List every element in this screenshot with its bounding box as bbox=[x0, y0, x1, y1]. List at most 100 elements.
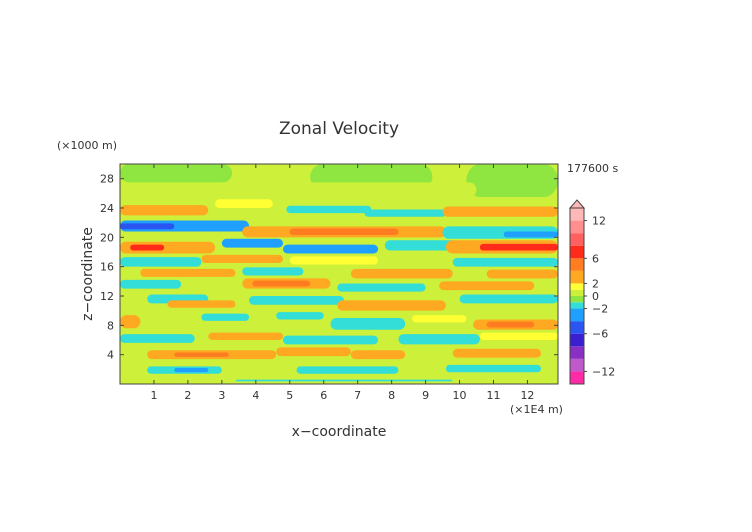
colorbar-swatch bbox=[570, 233, 584, 246]
contour-band bbox=[120, 334, 195, 343]
contour-band bbox=[120, 164, 558, 384]
y-ticks: 4 8 12 16 20 24 28 bbox=[100, 173, 558, 362]
contour-band bbox=[120, 381, 558, 384]
contour-band bbox=[486, 269, 558, 279]
contour-band bbox=[242, 267, 304, 276]
x-tick-label: 5 bbox=[286, 389, 293, 402]
contour-band bbox=[337, 300, 446, 311]
colorbar-label: −12 bbox=[592, 365, 615, 378]
colorbar-swatch bbox=[570, 308, 584, 322]
colorbar-label: 2 bbox=[592, 277, 599, 290]
colorbar-swatch bbox=[570, 302, 584, 309]
x-tick-label: 10 bbox=[453, 389, 467, 402]
time-label: 177600 s bbox=[567, 162, 618, 175]
colorbar-swatch bbox=[570, 321, 584, 334]
x-unit-label: (×1E4 m) bbox=[510, 403, 563, 416]
colorbar-swatch bbox=[570, 283, 584, 290]
contour-band bbox=[350, 268, 453, 279]
x-axis-label: x−coordinate bbox=[292, 424, 387, 440]
contour-band bbox=[439, 281, 535, 291]
contour-band bbox=[174, 367, 209, 373]
x-tick-label: 7 bbox=[354, 389, 361, 402]
contour-band bbox=[272, 182, 477, 197]
contour-band bbox=[120, 257, 202, 267]
y-tick-label: 24 bbox=[100, 202, 114, 215]
colorbar-overflow-arrow bbox=[568, 199, 586, 209]
contour-band bbox=[282, 244, 379, 254]
contour-band bbox=[174, 352, 229, 357]
x-tick-label: 1 bbox=[150, 389, 157, 402]
contour-band bbox=[459, 294, 558, 304]
contour-band bbox=[445, 364, 542, 373]
y-tick-label: 12 bbox=[100, 290, 114, 303]
contour-band bbox=[130, 244, 165, 251]
contour-band bbox=[120, 223, 175, 230]
y-axis-label: z−coordinate bbox=[80, 227, 96, 321]
contour-band bbox=[252, 280, 311, 287]
contour-band bbox=[442, 206, 558, 217]
x-tick-label: 11 bbox=[486, 389, 500, 402]
contour-band bbox=[215, 199, 273, 208]
contour-band bbox=[201, 313, 250, 321]
colorbar-label: 0 bbox=[592, 290, 599, 303]
contour-band bbox=[120, 279, 182, 289]
contour-band bbox=[452, 257, 558, 267]
contour-band bbox=[120, 164, 233, 183]
x-tick-label: 4 bbox=[252, 389, 259, 402]
contour-band bbox=[286, 205, 372, 214]
colorbar-swatch bbox=[570, 220, 584, 234]
y-tick-label: 28 bbox=[100, 173, 114, 186]
contour-band bbox=[276, 347, 351, 357]
contour-band bbox=[140, 268, 236, 277]
contour-band bbox=[120, 315, 141, 329]
contour-band bbox=[330, 318, 406, 330]
contour-band bbox=[384, 240, 460, 251]
x-tick-label: 3 bbox=[218, 389, 225, 402]
colorbar-swatch bbox=[570, 289, 584, 296]
colorbar-label: −6 bbox=[592, 328, 608, 341]
contour-band bbox=[289, 228, 399, 236]
colorbar-label: 12 bbox=[592, 215, 606, 228]
x-tick-label: 9 bbox=[422, 389, 429, 402]
contour-band bbox=[452, 348, 542, 358]
contour-band bbox=[201, 254, 283, 263]
colorbar-swatch bbox=[570, 346, 584, 359]
x-tick-label: 6 bbox=[320, 389, 327, 402]
contour-band bbox=[466, 164, 558, 197]
y-tick-label: 4 bbox=[107, 349, 114, 362]
colorbar-swatch bbox=[570, 296, 584, 303]
contour-band bbox=[221, 238, 283, 248]
contour-band bbox=[503, 231, 558, 238]
y-unit-label: (×1000 m) bbox=[57, 139, 117, 152]
contour-fill bbox=[120, 164, 558, 384]
colorbar-swatch bbox=[570, 245, 584, 259]
colorbar-label: −2 bbox=[592, 303, 608, 316]
contour-band bbox=[486, 321, 535, 328]
chart-title: Zonal Velocity bbox=[279, 119, 399, 139]
colorbar-label: 6 bbox=[592, 252, 599, 265]
colorbar-swatch bbox=[570, 358, 584, 372]
contour-band bbox=[232, 164, 311, 175]
colorbar: 12 6 20−2 −6 −12 bbox=[568, 199, 615, 385]
contour-band bbox=[120, 205, 209, 216]
contour-band bbox=[167, 300, 236, 308]
contour-band bbox=[412, 315, 467, 323]
contour-band bbox=[282, 335, 379, 345]
colorbar-swatch bbox=[570, 270, 584, 284]
colorbar-swatch bbox=[570, 371, 584, 384]
contour-band bbox=[364, 209, 446, 217]
contour-band bbox=[398, 334, 480, 345]
contour-band bbox=[249, 296, 345, 305]
x-tick-label: 12 bbox=[520, 389, 534, 402]
contour-band bbox=[479, 332, 558, 340]
contour-band bbox=[350, 350, 406, 360]
contour-band bbox=[276, 312, 324, 320]
colorbar-swatch bbox=[570, 333, 584, 347]
y-tick-label: 20 bbox=[100, 231, 114, 244]
colorbar-swatch bbox=[570, 208, 584, 221]
contour-band bbox=[289, 256, 379, 265]
contour-band bbox=[208, 332, 283, 340]
x-tick-label: 2 bbox=[184, 389, 191, 402]
